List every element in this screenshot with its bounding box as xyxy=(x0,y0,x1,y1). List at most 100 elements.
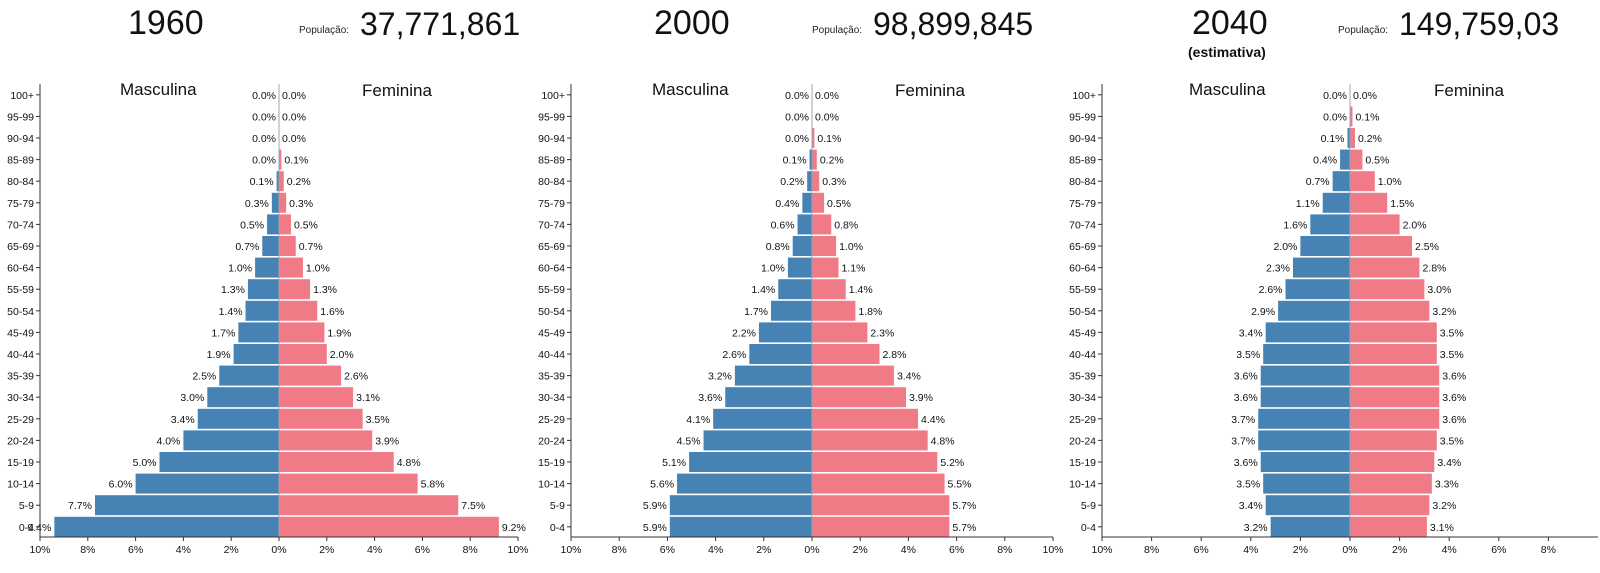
age-group-label: 70-74 xyxy=(1069,219,1096,231)
female-bar xyxy=(812,452,938,472)
female-value-label: 3.2% xyxy=(1432,500,1456,512)
male-value-label: 0.0% xyxy=(1323,111,1347,123)
age-group-label: 85-89 xyxy=(7,155,34,167)
male-value-label: 3.6% xyxy=(1234,371,1258,383)
age-group-label: 30-34 xyxy=(1069,392,1096,404)
male-value-label: 2.2% xyxy=(732,327,756,339)
age-group-label: 35-39 xyxy=(1069,371,1096,383)
age-group-label: 80-84 xyxy=(7,176,34,188)
x-tick-label: 10% xyxy=(560,544,581,556)
male-value-label: 1.1% xyxy=(1296,198,1320,210)
male-bar xyxy=(1285,279,1350,300)
female-bar xyxy=(812,149,817,170)
female-value-label: 4.4% xyxy=(921,414,945,426)
female-label: Feminina xyxy=(895,81,965,100)
male-bar xyxy=(255,257,279,278)
pyramid-chart: 0-4 3.2% 3.1% 5-9 3.4% 3.2% 10-14 3.5% 3.3% 15-19… xyxy=(1069,84,1598,556)
age-group-label: 20-24 xyxy=(7,435,34,447)
female-bar xyxy=(812,495,950,516)
age-group-label: 30-34 xyxy=(538,392,565,404)
female-value-label: 1.1% xyxy=(842,263,866,275)
male-bar xyxy=(1265,495,1350,516)
male-value-label: 5.9% xyxy=(643,500,667,512)
male-value-label: 0.1% xyxy=(250,176,274,188)
male-bar xyxy=(1260,365,1350,386)
female-bar xyxy=(279,279,311,300)
male-bar xyxy=(94,495,279,516)
male-value-label: 5.9% xyxy=(643,522,667,534)
female-value-label: 3.5% xyxy=(1440,435,1464,447)
male-bar xyxy=(1258,430,1350,451)
age-group-label: 30-34 xyxy=(7,392,34,404)
female-value-label: 3.5% xyxy=(1440,327,1464,339)
age-group-label: 50-54 xyxy=(7,306,34,318)
age-group-label: 15-19 xyxy=(1069,457,1096,469)
female-value-label: 3.1% xyxy=(1430,522,1454,534)
female-bar xyxy=(812,171,820,192)
female-bar xyxy=(279,473,418,494)
female-value-label: 0.5% xyxy=(827,198,851,210)
female-value-label: 0.5% xyxy=(1365,155,1389,167)
age-group-label: 95-99 xyxy=(1069,111,1096,123)
population-value: 149,759,03 xyxy=(1399,6,1560,42)
year-subtitle: (estimativa) xyxy=(1188,44,1266,60)
x-tick-label: 8% xyxy=(612,544,627,556)
female-value-label: 3.9% xyxy=(909,392,933,404)
age-group-label: 35-39 xyxy=(7,371,34,383)
female-value-label: 5.2% xyxy=(940,457,964,469)
male-bar xyxy=(669,495,812,516)
year-title: 2040 xyxy=(1192,4,1268,42)
female-value-label: 3.4% xyxy=(897,371,921,383)
female-bar xyxy=(279,516,499,537)
age-group-label: 70-74 xyxy=(7,219,34,231)
male-bar xyxy=(677,473,812,494)
age-group-label: 95-99 xyxy=(538,111,565,123)
female-value-label: 5.7% xyxy=(952,500,976,512)
male-bar xyxy=(233,344,279,364)
male-bar xyxy=(1300,236,1350,256)
female-bar xyxy=(279,495,459,516)
male-value-label: 4.0% xyxy=(156,435,180,447)
age-group-label: 50-54 xyxy=(1069,306,1096,318)
male-label: Masculina xyxy=(120,80,197,99)
female-bar xyxy=(812,192,825,213)
male-bar xyxy=(262,236,279,256)
x-tick-label: 4% xyxy=(1442,544,1457,556)
male-bar xyxy=(207,387,279,408)
male-value-label: 0.2% xyxy=(780,176,804,188)
age-group-label: 40-44 xyxy=(7,349,34,361)
male-value-label: 0.0% xyxy=(785,111,809,123)
x-tick-label: 8% xyxy=(463,544,478,556)
x-tick-label: 2% xyxy=(224,544,239,556)
male-bar xyxy=(135,473,279,494)
female-value-label: 3.6% xyxy=(1442,371,1466,383)
age-group-label: 70-74 xyxy=(538,219,565,231)
male-value-label: 1.0% xyxy=(761,263,785,275)
male-value-label: 0.0% xyxy=(785,133,809,145)
female-bar xyxy=(1350,516,1427,537)
female-bar xyxy=(812,408,919,429)
male-value-label: 0.0% xyxy=(252,133,276,145)
x-tick-label: 2% xyxy=(1392,544,1407,556)
female-value-label: 2.6% xyxy=(344,371,368,383)
female-bar xyxy=(279,322,325,343)
female-value-label: 0.0% xyxy=(815,111,839,123)
x-tick-label: 6% xyxy=(128,544,143,556)
male-bar xyxy=(1258,408,1350,429)
female-value-label: 0.8% xyxy=(834,219,858,231)
female-value-label: 1.6% xyxy=(320,306,344,318)
female-bar xyxy=(812,344,880,364)
female-bar xyxy=(279,192,287,213)
female-value-label: 3.5% xyxy=(366,414,390,426)
male-bar xyxy=(238,322,279,343)
male-value-label: 0.4% xyxy=(1313,155,1337,167)
male-value-label: 3.2% xyxy=(708,371,732,383)
female-bar xyxy=(812,279,846,300)
female-bar xyxy=(812,257,839,278)
age-group-label: 55-59 xyxy=(7,284,34,296)
female-value-label: 4.8% xyxy=(397,457,421,469)
age-group-label: 0-4 xyxy=(1081,522,1096,534)
age-group-label: 80-84 xyxy=(538,176,565,188)
male-value-label: 0.0% xyxy=(252,111,276,123)
age-group-label: 40-44 xyxy=(1069,349,1096,361)
